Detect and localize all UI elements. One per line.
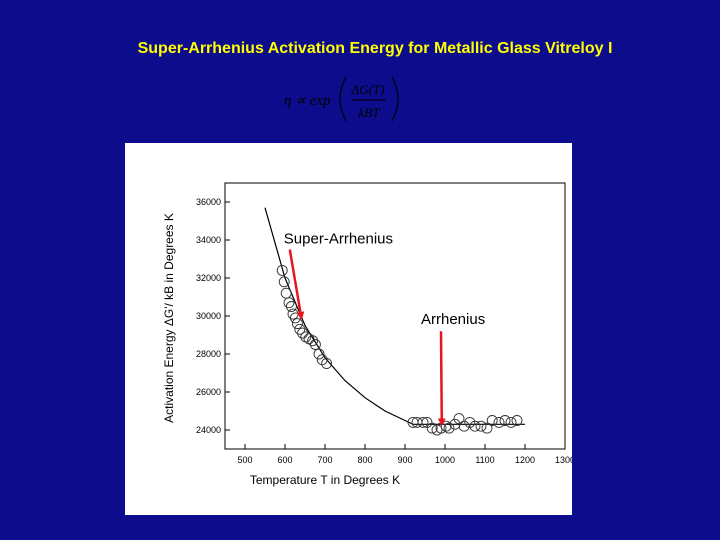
data-point (426, 422, 438, 434)
formula-right-paren (391, 76, 399, 122)
data-point (280, 287, 292, 299)
data-point (321, 358, 333, 369)
data-point (499, 415, 511, 426)
data-point (313, 348, 325, 360)
data-point (300, 331, 312, 343)
formula-left-paren (339, 76, 347, 122)
slide-title: Super-Arrhenius Activation Energy for Me… (137, 40, 613, 57)
y-tick-label: 28000 (196, 349, 221, 359)
plot-panel: 500 600 700 800 900 1000 1100 1200 1300 24000 2600… (125, 143, 572, 515)
data-point (458, 420, 470, 432)
annotation-label: Super-Arrhenius (284, 231, 393, 248)
data-point (276, 264, 288, 276)
y-tick-label: 26000 (196, 387, 221, 397)
y-tick-label: 30000 (196, 311, 221, 321)
data-point (297, 327, 309, 339)
formula-denominator: kBT (359, 105, 381, 120)
x-tick-label: 1100 (475, 455, 494, 465)
y-tick-label: 24000 (196, 425, 221, 435)
annotation-arrow (437, 331, 446, 427)
data-point (285, 301, 297, 312)
data-point (307, 335, 319, 347)
data-point (309, 339, 321, 350)
activation-energy-chart: 500 600 700 800 900 1000 1100 1200 1300 24000 2600… (162, 182, 572, 487)
y-tick-label: 34000 (196, 235, 221, 245)
data-point (417, 416, 429, 428)
x-axis-label: Temperature T in Degrees K (250, 473, 400, 487)
data-point (481, 422, 493, 434)
x-tick-label: 1300 (555, 455, 572, 465)
x-tick-label: 1000 (435, 455, 455, 465)
formula-numerator: ΔG(T) (351, 82, 385, 97)
x-tick-label: 500 (237, 455, 252, 465)
data-point (486, 415, 498, 426)
y-tick-label: 32000 (196, 273, 221, 283)
data-point (291, 318, 303, 330)
formula: η ∝ exp ΔG(T) kBT (284, 76, 399, 122)
data-point (278, 276, 290, 288)
plot-frame (224, 182, 566, 450)
data-point (294, 323, 306, 335)
x-tick-label: 1200 (515, 455, 535, 465)
formula-lhs: η ∝ exp (284, 93, 331, 109)
data-point (505, 416, 517, 428)
x-tick-label: 700 (317, 455, 332, 465)
data-point (493, 416, 505, 428)
annotation-arrow (288, 249, 305, 320)
y-tick-label: 36000 (196, 197, 221, 207)
data-point (511, 415, 523, 426)
data-point (453, 413, 465, 425)
x-tick-label: 600 (277, 455, 292, 465)
data-point (443, 422, 455, 434)
x-tick-label: 800 (357, 455, 372, 465)
data-point (469, 420, 481, 432)
data-point (475, 420, 487, 432)
data-point (287, 308, 299, 320)
data-point (316, 354, 328, 366)
annotation-label: Arrhenius (421, 311, 485, 328)
data-point (289, 312, 301, 324)
data-point (283, 297, 295, 309)
y-axis-label: Activation Energy ΔG'/ kB in Degrees K (162, 213, 176, 423)
x-tick-label: 900 (397, 455, 412, 465)
